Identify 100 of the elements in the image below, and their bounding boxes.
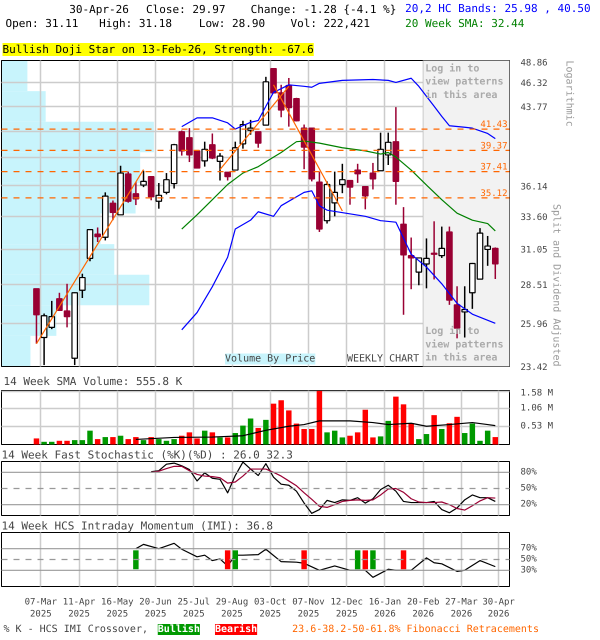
bar bbox=[64, 440, 70, 444]
y-tick-label: 25.96 bbox=[520, 320, 548, 330]
bar bbox=[416, 439, 422, 444]
candlestick bbox=[430, 220, 438, 280]
bar bbox=[484, 430, 490, 444]
y-tick-label: 36.14 bbox=[520, 182, 548, 192]
y-tick-label: 33.60 bbox=[520, 212, 548, 223]
candlestick bbox=[110, 200, 116, 221]
y-tick-label: 80% bbox=[520, 467, 538, 478]
x-tick-label: 11-Apr 2025 bbox=[62, 598, 96, 620]
bar bbox=[140, 440, 146, 444]
bar bbox=[278, 400, 284, 444]
annotation: Volume By Price bbox=[225, 354, 316, 364]
ref-line-label: 39.37 bbox=[480, 141, 508, 152]
candlestick bbox=[354, 163, 361, 184]
bar bbox=[49, 442, 54, 444]
chart-title: 14 Week Fast Stochastic (%K)(%D) : 26.0 32.3 bbox=[2, 448, 293, 462]
candlestick bbox=[339, 163, 346, 194]
bar bbox=[270, 404, 276, 444]
bar bbox=[386, 420, 391, 444]
bar bbox=[133, 437, 139, 444]
x-tick-label: 12-Dec 2025 bbox=[330, 598, 363, 620]
text: Vol: 222,421 bbox=[290, 17, 370, 30]
candlestick bbox=[79, 272, 86, 299]
line-series bbox=[135, 420, 496, 440]
bar bbox=[80, 440, 86, 444]
bar bbox=[439, 428, 444, 444]
chart-title: 30-Apr-26 bbox=[69, 3, 129, 16]
text: Change: -1.28 {-4.1 %} bbox=[250, 3, 396, 16]
candlestick bbox=[254, 131, 262, 148]
text: Bearish bbox=[214, 623, 258, 635]
bar bbox=[232, 433, 238, 444]
y-tick-label: 20% bbox=[520, 500, 538, 510]
y-tick-label: 50% bbox=[520, 484, 538, 494]
bar bbox=[94, 439, 100, 444]
y-tick-label: 1.58 M bbox=[520, 388, 554, 398]
text: 20,2 HC Bands: 25.98 , 40.50 bbox=[405, 2, 591, 15]
candlestick bbox=[216, 152, 224, 182]
y-tick-label: 48.86 bbox=[520, 58, 548, 68]
line-series bbox=[135, 542, 496, 578]
candlestick bbox=[346, 180, 354, 206]
x-tick-label: 20-Feb 2026 bbox=[406, 598, 440, 620]
bar bbox=[446, 423, 452, 444]
bar bbox=[408, 423, 414, 444]
y-tick-label: 70% bbox=[520, 544, 538, 554]
bar bbox=[378, 436, 384, 444]
x-tick-label: 20-Jun 2025 bbox=[139, 598, 172, 620]
text: % K - HCS IMI Crossover, bbox=[3, 624, 148, 635]
bar bbox=[34, 438, 40, 444]
bar bbox=[102, 437, 108, 444]
bar bbox=[194, 438, 200, 444]
bar bbox=[354, 432, 360, 444]
candlestick bbox=[492, 246, 499, 280]
bar bbox=[256, 428, 261, 444]
bar bbox=[393, 396, 399, 444]
y-tick-label: 28.51 bbox=[520, 281, 548, 292]
x-tick-label: 16-May 2025 bbox=[101, 598, 134, 620]
bar bbox=[56, 440, 62, 444]
bar bbox=[224, 437, 230, 444]
bar bbox=[324, 432, 330, 444]
y-tick-label: 31.05 bbox=[520, 246, 548, 256]
x-tick-label: 30-Apr 2026 bbox=[482, 598, 516, 620]
bar bbox=[309, 428, 314, 444]
bar bbox=[217, 437, 223, 444]
candlestick bbox=[201, 140, 208, 168]
bar bbox=[248, 418, 254, 444]
annotation: Log in to view patterns in this area bbox=[425, 62, 504, 101]
bar bbox=[340, 437, 346, 444]
y-axis-title: Split and Dividend Adjusted bbox=[550, 204, 562, 367]
x-tick-label: 27-Mar 2026 bbox=[445, 598, 478, 620]
y-tick-label: 50% bbox=[520, 554, 538, 564]
text: 23.6-38.2-50-61.8% Fibonacci Retracements bbox=[292, 624, 539, 635]
ref-line-label: 41.43 bbox=[480, 120, 508, 130]
bar bbox=[171, 439, 177, 444]
y-tick-label: 1.06 M bbox=[520, 404, 554, 414]
candlestick bbox=[370, 162, 376, 190]
bar bbox=[470, 424, 476, 444]
bar bbox=[370, 437, 376, 444]
text: 20 Week SMA: 32.44 bbox=[405, 17, 525, 30]
bar bbox=[87, 430, 93, 444]
ref-line-label: 37.41 bbox=[480, 162, 508, 173]
bar bbox=[301, 428, 307, 444]
bar bbox=[492, 437, 498, 444]
candlestick bbox=[438, 226, 446, 259]
ref-line-label: 35.12 bbox=[480, 188, 508, 199]
x-tick-label: 07-Nov 2025 bbox=[292, 598, 325, 620]
x-tick-label: 25-Jul 2025 bbox=[178, 598, 210, 620]
bar bbox=[294, 424, 300, 444]
text: Logarithmic bbox=[564, 60, 574, 127]
bar bbox=[72, 440, 78, 444]
text: High: 31.18 bbox=[99, 17, 172, 30]
candlestick bbox=[148, 176, 154, 202]
chart-title: 14 Week HCS Intraday Momentum (IMI): 36.8 bbox=[2, 520, 274, 532]
bar bbox=[156, 439, 162, 444]
bar bbox=[125, 439, 131, 444]
bar bbox=[164, 440, 170, 444]
x-tick-label: 03-Oct 2025 bbox=[254, 598, 287, 620]
bar bbox=[332, 430, 338, 444]
bar bbox=[118, 436, 124, 444]
bar bbox=[41, 442, 47, 444]
